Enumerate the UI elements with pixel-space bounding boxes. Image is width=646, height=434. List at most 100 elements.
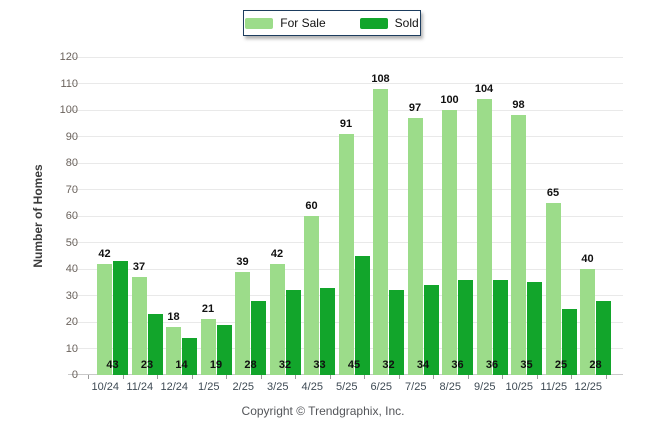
for-sale-value-label: 60 <box>305 200 318 212</box>
sold-swatch-icon <box>359 17 388 29</box>
plot-area: 42 43 37 23 18 14 21 19 39 28 42 32 60 33 91 45 108 32 97 3… <box>68 56 623 375</box>
x-axis-tick-label: 11/25 <box>540 381 568 393</box>
x-axis-tick-mark <box>260 375 262 379</box>
bar-sold <box>423 284 439 375</box>
y-axis-tick-label: 90 <box>65 130 78 143</box>
for-sale-value-label: 104 <box>474 83 494 96</box>
bar-sold <box>492 279 508 375</box>
bar-for-sale <box>304 216 319 375</box>
x-axis-tick-label: 3/25 <box>267 381 289 393</box>
x-axis-tick-mark <box>571 375 572 379</box>
x-axis-tick-mark <box>295 375 296 379</box>
x-axis-tick-label: 11/24 <box>126 381 154 393</box>
sold-value-label: 34 <box>416 359 430 371</box>
bar-sold <box>113 261 128 375</box>
sold-value-label: 23 <box>140 359 154 371</box>
for-sale-value-label: 21 <box>201 303 215 316</box>
x-axis-tick-label: 1/25 <box>198 381 220 393</box>
sold-value-label: 25 <box>554 359 568 371</box>
bar-for-sale <box>131 276 147 375</box>
x-axis-tick-label: 10/25 <box>505 381 534 393</box>
x-axis-tick-mark <box>226 375 227 379</box>
bar-sold <box>251 300 266 375</box>
bar-sold <box>320 287 335 375</box>
bar-sold <box>527 282 542 375</box>
for-sale-value-label: 42 <box>98 247 111 260</box>
x-axis-tick-mark <box>364 375 365 379</box>
x-axis-tick-mark <box>88 375 89 379</box>
y-axis-tick-label: 70 <box>65 183 78 196</box>
for-sale-value-label: 39 <box>236 255 249 268</box>
sold-value-label: 35 <box>520 359 533 371</box>
x-axis-tick-mark <box>191 375 193 379</box>
sold-value-label: 43 <box>106 359 119 371</box>
x-axis-tick-label: 9/25 <box>474 381 496 393</box>
legend-label-sold: Sold <box>394 16 419 30</box>
for-sale-value-label: 100 <box>440 94 459 106</box>
bar-sold <box>216 324 232 375</box>
y-axis-tick-label: 0 <box>71 369 78 381</box>
bar-for-sale <box>235 271 250 375</box>
sold-value-label: 19 <box>209 359 223 371</box>
x-axis-tick-label: 12/25 <box>574 381 603 393</box>
bar-for-sale <box>511 115 526 375</box>
x-axis-tick-label: 8/25 <box>439 381 461 393</box>
x-axis-tick-label: 5/25 <box>336 381 358 393</box>
y-axis-tick-label: 40 <box>65 263 78 275</box>
x-axis-tick-mark <box>398 375 400 379</box>
y-axis-tick-label: 50 <box>65 236 78 249</box>
for-sale-value-label: 18 <box>167 311 180 324</box>
y-axis-tick-label: 80 <box>65 157 78 169</box>
x-axis-tick-mark <box>467 375 469 379</box>
sold-value-label: 28 <box>244 359 257 371</box>
sold-value-label: 45 <box>347 359 361 371</box>
copyright-text: Copyright © Trendgraphix, Inc. <box>241 404 405 418</box>
legend-item-for-sale: For Sale <box>245 17 326 29</box>
x-axis-tick-mark <box>536 375 538 379</box>
x-axis-tick-label: 2/25 <box>232 381 254 393</box>
for-sale-value-label: 42 <box>270 247 284 260</box>
y-axis-tick-label: 120 <box>59 51 78 63</box>
sold-value-label: 14 <box>175 359 188 371</box>
x-axis-tick-label: 6/25 <box>370 381 392 393</box>
bar-for-sale <box>269 263 285 375</box>
x-axis-tick-label: 12/24 <box>160 381 189 393</box>
bar-for-sale <box>407 117 423 375</box>
x-axis-tick-mark <box>605 375 607 379</box>
gridline <box>68 83 623 84</box>
gridline <box>68 109 623 111</box>
x-axis-tick-label: 10/24 <box>91 381 120 393</box>
legend-item-sold: Sold <box>359 16 419 30</box>
x-axis-tick-mark <box>433 375 434 379</box>
bar-sold <box>182 337 197 375</box>
for-sale-value-label: 40 <box>581 253 594 265</box>
x-axis-tick-mark <box>329 375 331 379</box>
bar-for-sale <box>97 263 112 375</box>
x-axis-tick-mark <box>122 375 124 379</box>
for-sale-value-label: 37 <box>132 260 146 273</box>
y-axis-tick-label: 20 <box>65 316 78 328</box>
bar-for-sale <box>580 269 595 375</box>
bar-sold <box>458 279 473 375</box>
bar-sold <box>389 290 404 375</box>
x-axis-tick-label: 4/25 <box>301 381 323 393</box>
y-axis-tick-label: 10 <box>65 342 78 355</box>
y-axis-tick-label: 100 <box>59 104 78 116</box>
bar-for-sale <box>373 88 388 375</box>
x-axis-tick-mark <box>502 375 503 379</box>
bar-sold <box>147 314 163 375</box>
bar-for-sale <box>200 319 216 375</box>
sold-value-label: 36 <box>485 359 499 371</box>
sold-value-label: 28 <box>589 359 602 371</box>
y-axis-tick-label: 110 <box>60 77 78 90</box>
bar-sold <box>561 308 577 375</box>
bar-for-sale <box>166 327 181 375</box>
for-sale-value-label: 91 <box>339 117 353 130</box>
bar-for-sale <box>338 133 354 375</box>
y-axis-tick-label: 60 <box>65 210 78 222</box>
y-axis-title: Number of Homes <box>31 164 45 268</box>
bar-for-sale <box>442 110 457 375</box>
sold-value-label: 32 <box>278 359 292 371</box>
chart-legend: For Sale Sold <box>243 10 421 36</box>
